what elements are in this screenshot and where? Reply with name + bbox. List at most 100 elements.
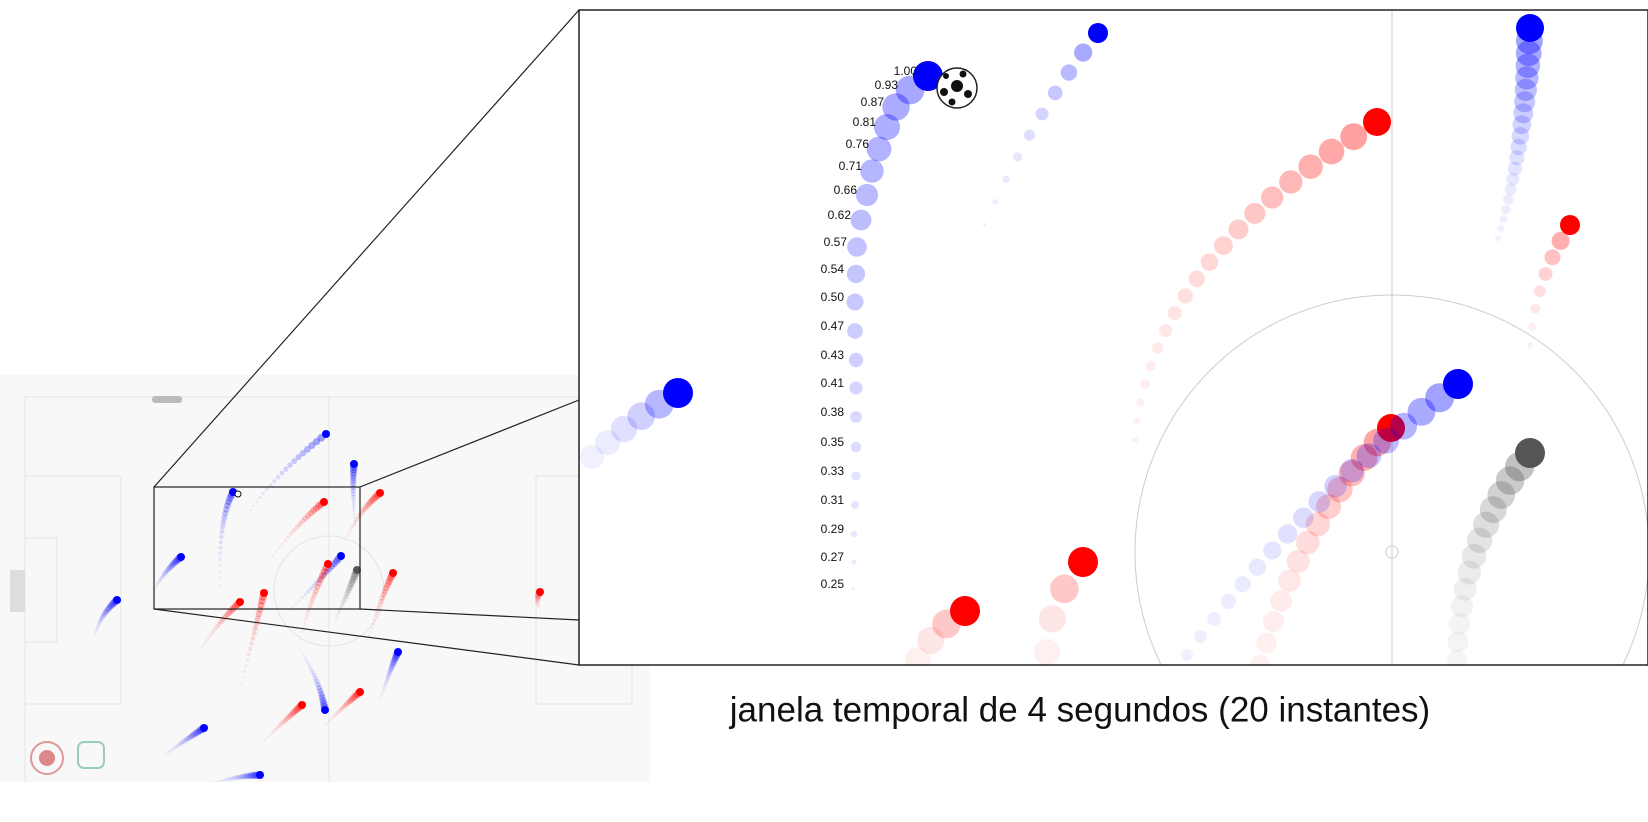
opacity-label: 0.57 (824, 235, 848, 249)
trajectory-dot (1207, 612, 1221, 626)
trajectory-dot (304, 658, 307, 661)
trajectory-dot (298, 599, 301, 602)
trajectory-dot (252, 505, 254, 507)
trajectory-dot (352, 505, 356, 509)
opacity-label: 0.31 (821, 493, 845, 507)
trajectory-dot (219, 540, 223, 544)
player-dot (851, 559, 856, 564)
trajectory-dot (1499, 215, 1507, 223)
trajectory-dot (239, 689, 241, 691)
trajectory-dot (1145, 361, 1156, 372)
trajectory-dot (276, 475, 281, 480)
opacity-label: 0.81 (853, 115, 877, 129)
trajectory-dot (1036, 107, 1049, 120)
opacity-label: 0.35 (821, 435, 845, 449)
ball-patch (951, 80, 963, 92)
trajectory-dot (243, 670, 246, 673)
trajectory-dot (950, 596, 980, 626)
trajectory-dot (1074, 43, 1092, 61)
trajectory-dot (1263, 611, 1284, 632)
trajectory-dot (1013, 152, 1022, 161)
trajectory-dot (1503, 194, 1514, 205)
logo (39, 750, 55, 766)
trajectory-dot (218, 546, 222, 550)
trajectory-dot (379, 699, 381, 701)
trajectory-dot (663, 378, 693, 408)
trajectory-dot (1249, 559, 1266, 576)
trajectory-dot (299, 649, 301, 651)
goal (10, 570, 25, 612)
trajectory-dot (303, 655, 306, 658)
trajectory-dot (536, 588, 544, 596)
trajectory-dot (214, 781, 216, 783)
trajectory-dot (381, 693, 384, 696)
trajectory-dot (249, 509, 251, 511)
ball-patch (960, 71, 967, 78)
trajectory-dot (1002, 175, 1010, 183)
opacity-label: 1.00 (894, 64, 918, 78)
trajectory-dot (1229, 219, 1249, 239)
trajectory-dot (394, 648, 402, 656)
trajectory-dot (326, 722, 328, 724)
trajectory-dot (1132, 437, 1138, 443)
trajectory-dot (1168, 306, 1182, 320)
trajectory-dot (218, 558, 221, 561)
trajectory-dot (301, 630, 304, 633)
trajectory-dot (369, 630, 372, 633)
ball-patch (943, 73, 949, 79)
ball-patch (949, 99, 956, 106)
trajectory-dot (1340, 123, 1367, 150)
trajectory-dot (352, 509, 355, 512)
trajectory-dot (1221, 594, 1236, 609)
trajectory-dot (1261, 186, 1283, 208)
trajectory-dot (298, 701, 306, 709)
trajectory-dot (248, 647, 252, 651)
trajectory-dot (218, 570, 221, 573)
trajectory-dot (1278, 524, 1297, 543)
trajectory-dot (1061, 64, 1077, 80)
trajectory-dot (335, 617, 337, 619)
trajectory-dot (1501, 205, 1510, 214)
trajectory-dot (1134, 418, 1141, 425)
trajectory-dot (284, 539, 288, 543)
trajectory-dot (1505, 183, 1517, 195)
player-dot (856, 184, 878, 206)
trajectory-dot (1552, 232, 1570, 250)
trajectory-dot (1544, 249, 1560, 265)
opacity-label: 0.41 (821, 376, 845, 390)
trajectory-dot (265, 487, 269, 491)
opacity-label: 0.71 (839, 159, 863, 173)
trajectory-dot (258, 496, 261, 499)
trajectory-dot (367, 639, 369, 641)
trajectory-dot (272, 555, 274, 557)
trajectory-dot (1178, 288, 1193, 303)
trajectory-dot (216, 780, 218, 782)
trajectory-dot (219, 779, 222, 782)
player-dot (851, 501, 859, 509)
player-dot (849, 381, 862, 394)
trajectory-dot (219, 584, 221, 586)
trajectory-dot (382, 689, 385, 692)
opacity-label: 0.62 (828, 208, 852, 222)
ball (937, 68, 977, 108)
trajectory-dot (353, 513, 356, 516)
trajectory-dot (247, 652, 251, 656)
trajectory-dot (1256, 633, 1277, 654)
trajectory-dot (992, 199, 998, 205)
player-dot (847, 294, 864, 311)
trajectory-dot (280, 471, 285, 476)
trajectory-dot (256, 771, 264, 779)
player-dot (851, 587, 855, 591)
trajectory-dot (324, 560, 332, 568)
trajectory-dot (539, 609, 541, 611)
opacity-label: 0.43 (821, 348, 845, 362)
trajectory-dot (253, 625, 258, 630)
trajectory-dot (380, 696, 382, 698)
trajectory-dot (356, 688, 364, 696)
trajectory-dot (305, 613, 309, 617)
trajectory-dot (1235, 576, 1251, 592)
trajectory-dot (1201, 253, 1219, 271)
trajectory-dot (306, 590, 310, 594)
trajectory-dot (275, 551, 278, 554)
trajectory-dot (283, 466, 288, 471)
